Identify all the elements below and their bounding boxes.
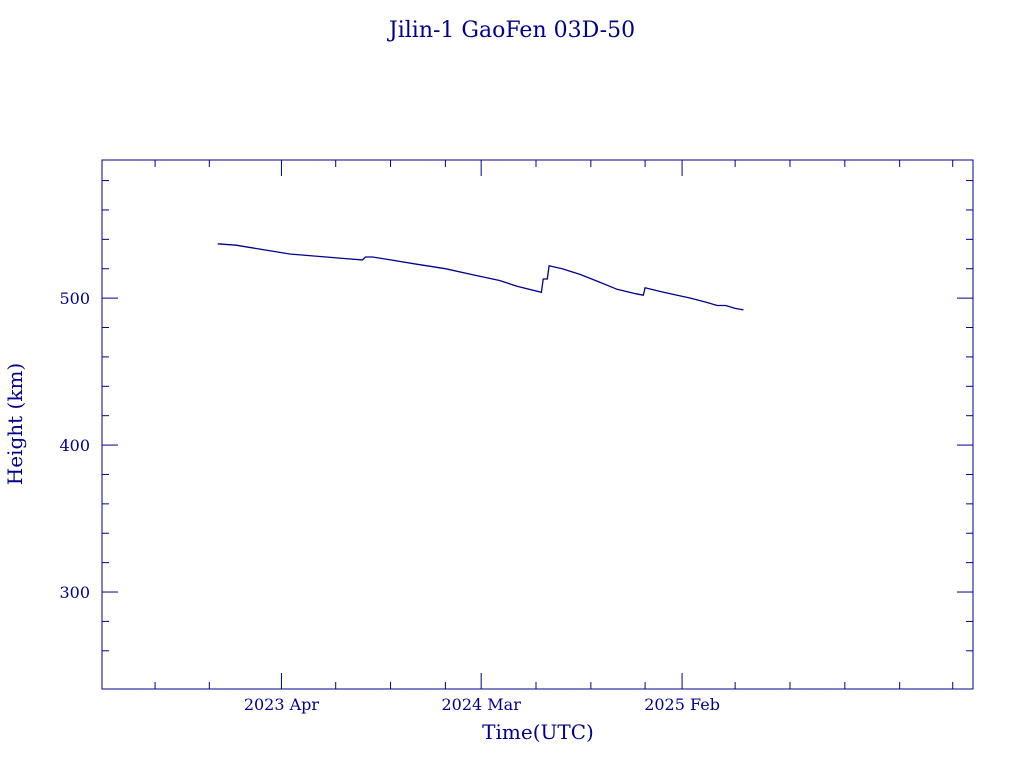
y-tick-label: 500 xyxy=(59,289,90,308)
axis-ticks xyxy=(102,160,973,689)
x-axis-label: Time(UTC) xyxy=(482,720,594,744)
x-tick-label: 2023 Apr xyxy=(244,695,320,714)
x-tick-label: 2024 Mar xyxy=(441,695,521,714)
x-tick-label: 2025 Feb xyxy=(644,695,720,714)
plot-frame xyxy=(101,159,974,690)
height-series-line xyxy=(217,243,744,311)
tick-labels: 2023 Apr 2024 Mar 2025 Feb 300 400 500 xyxy=(59,289,719,714)
chart-title: Jilin-1 GaoFen 03D-50 xyxy=(387,18,635,43)
y-axis-label: Height (km) xyxy=(3,363,27,485)
y-tick-label: 300 xyxy=(59,583,90,602)
y-tick-label: 400 xyxy=(59,436,90,455)
